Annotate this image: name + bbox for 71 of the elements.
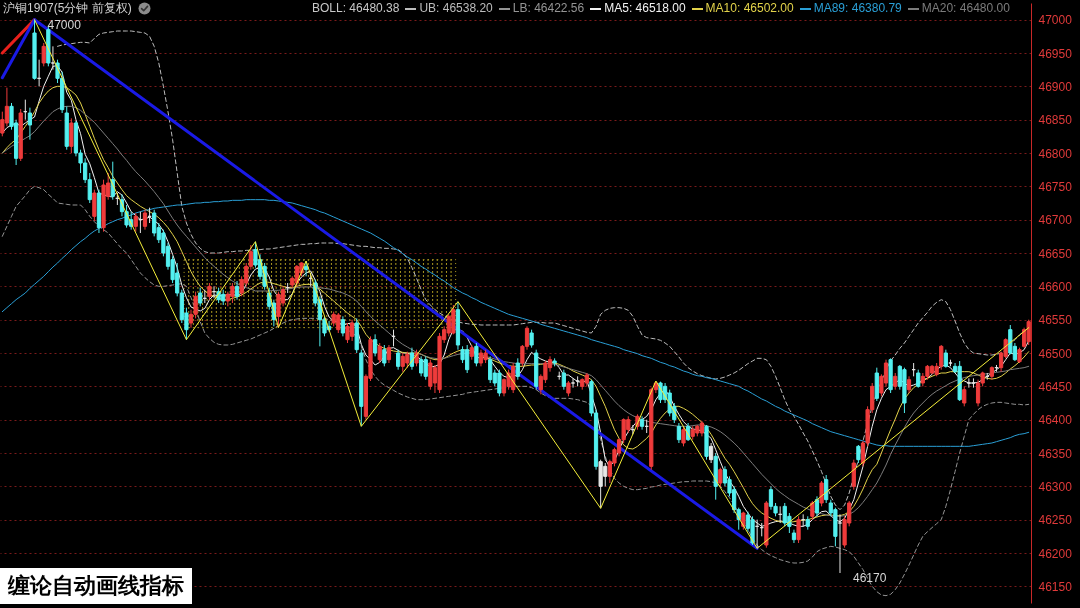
legend-label: LB: 46422.56 xyxy=(512,1,585,16)
candlestick xyxy=(966,377,971,389)
candlestick xyxy=(198,287,203,307)
candlestick xyxy=(152,209,157,237)
y-tick-label: 46200 xyxy=(1038,546,1073,561)
candlestick xyxy=(142,209,148,231)
candlestick xyxy=(41,42,46,67)
annotation: 缠论自动画线指标 xyxy=(0,568,192,604)
candlestick xyxy=(345,322,350,344)
candlestick xyxy=(419,355,424,377)
legend-label: UB: 46538.20 xyxy=(419,1,493,16)
y-tick-label: 46900 xyxy=(1038,79,1073,94)
candlestick xyxy=(768,485,774,511)
candlestick xyxy=(639,415,645,431)
annotation: 47000 xyxy=(47,17,82,32)
candlestick xyxy=(428,359,433,391)
candlestick xyxy=(676,422,682,444)
candlestick xyxy=(377,342,382,364)
candlestick xyxy=(515,357,520,381)
candlestick xyxy=(474,342,479,367)
candlestick xyxy=(396,349,401,371)
y-tick-label: 46800 xyxy=(1038,146,1073,161)
candlestick xyxy=(133,212,138,233)
y-tick-label: 46450 xyxy=(1038,379,1073,394)
line-series xyxy=(1,199,1030,447)
candlestick xyxy=(497,369,502,397)
candlestick xyxy=(423,355,428,381)
y-tick-label: 47000 xyxy=(1038,13,1073,28)
y-tick-label: 46650 xyxy=(1038,246,1073,261)
y-tick-label: 46700 xyxy=(1038,213,1073,228)
y-tick-label: 46950 xyxy=(1038,46,1073,61)
candlestick xyxy=(819,480,824,507)
legend-label: MA10: 46502.00 xyxy=(705,1,794,16)
candlestick xyxy=(718,467,723,487)
candlestick xyxy=(230,282,235,304)
candlestick xyxy=(488,355,493,384)
candlestick xyxy=(373,333,378,357)
chart-title: 沪铜1907(5分钟 前复权) xyxy=(3,1,132,16)
candlestick xyxy=(709,442,714,464)
y-tick-label: 46850 xyxy=(1038,113,1073,128)
y-tick-label: 46750 xyxy=(1038,179,1073,194)
candlestick xyxy=(92,189,97,222)
y-tick-label: 46300 xyxy=(1038,479,1073,494)
legend-label: MA20: 46480.00 xyxy=(921,1,1010,16)
candlestick xyxy=(570,377,576,389)
candlestick xyxy=(796,515,801,544)
legend-label: MA89: 46380.79 xyxy=(813,1,902,16)
candlestick xyxy=(69,117,74,154)
legend-label: MA5: 46518.00 xyxy=(604,1,686,16)
annotation: BOLL: 46480.38 xyxy=(312,1,400,16)
candlestick xyxy=(810,500,815,521)
line-series xyxy=(1,185,1030,597)
candlestick xyxy=(681,425,686,447)
candlestick xyxy=(750,515,755,546)
y-tick-label: 46350 xyxy=(1038,446,1073,461)
candlestick xyxy=(561,369,566,391)
y-tick-label: 46150 xyxy=(1038,579,1073,594)
candlestick xyxy=(27,107,33,141)
y-tick-label: 46550 xyxy=(1038,313,1073,328)
candlestick xyxy=(382,344,387,367)
candlestick xyxy=(1026,319,1031,346)
candlestick xyxy=(234,280,240,301)
candlestick xyxy=(851,459,856,491)
y-tick-label: 46400 xyxy=(1038,413,1073,428)
annotation: 46170 xyxy=(852,571,887,585)
y-tick-label: 46500 xyxy=(1038,346,1073,361)
y-tick-label: 46250 xyxy=(1038,513,1073,528)
candlestick xyxy=(340,315,346,337)
y-tick-label: 46600 xyxy=(1038,279,1073,294)
candlestick xyxy=(962,385,967,407)
candlestick xyxy=(814,495,820,517)
